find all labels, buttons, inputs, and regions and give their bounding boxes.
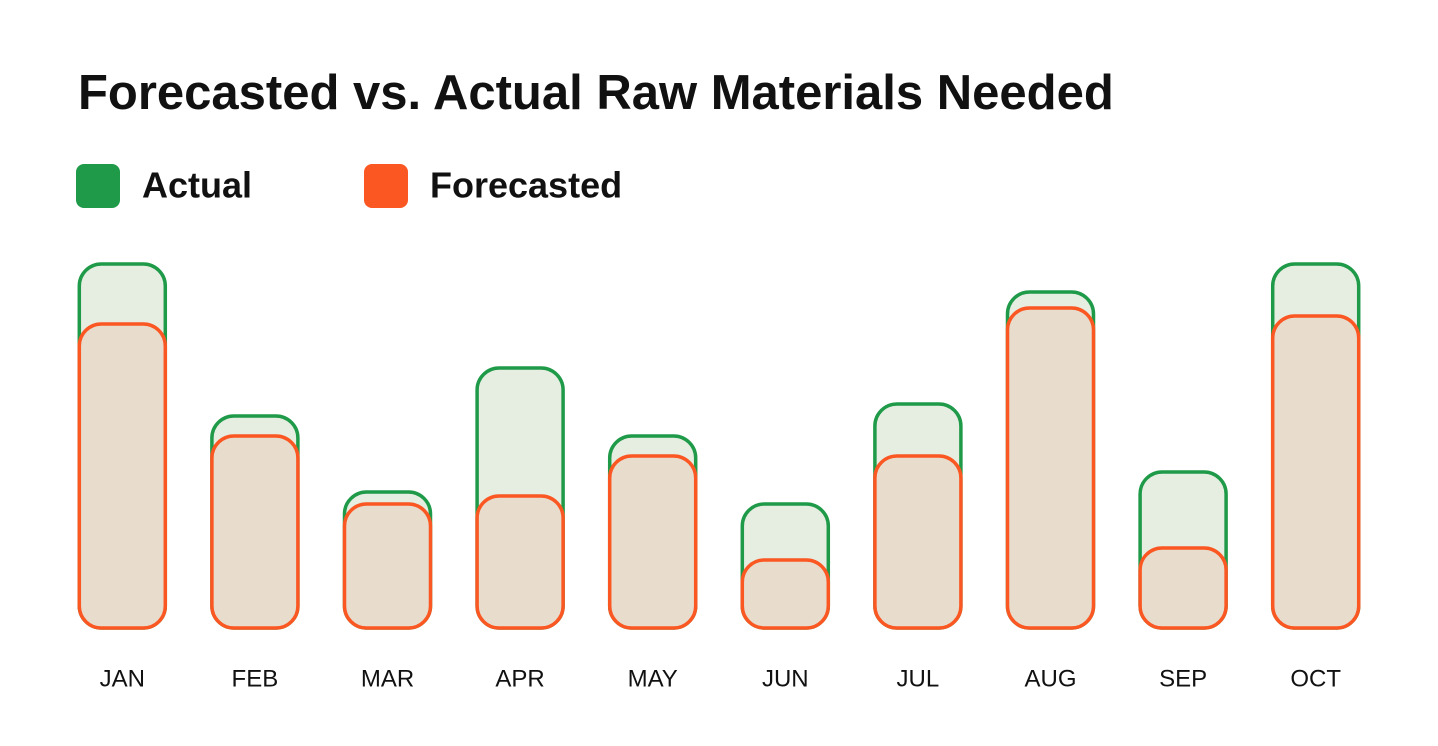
x-tick-label: JAN [100,665,145,692]
x-tick-label: OCT [1290,665,1341,692]
bar [873,454,963,630]
bar [1270,314,1361,630]
x-tick-label: MAR [361,665,414,692]
x-tick-label: MAY [628,665,678,692]
x-tick-label: AUG [1024,665,1076,692]
x-tick-label: JUL [897,665,940,692]
bar [607,454,698,630]
x-tick-label: SEP [1159,665,1207,692]
bar [77,322,168,630]
x-tick-label: APR [495,665,544,692]
bar [475,494,565,630]
bar [210,434,300,630]
bar [1138,546,1228,630]
x-tick-label: FEB [232,665,279,692]
bar [740,558,831,630]
legend-label: Actual [142,165,252,206]
x-tick-label: JUN [762,665,809,692]
legend-label: Forecasted [430,165,622,206]
bar [342,502,433,630]
legend-swatch [76,164,120,208]
bar [1005,306,1096,630]
legend-swatch [364,164,408,208]
chart-title: Forecasted vs. Actual Raw Materials Need… [78,66,1114,120]
